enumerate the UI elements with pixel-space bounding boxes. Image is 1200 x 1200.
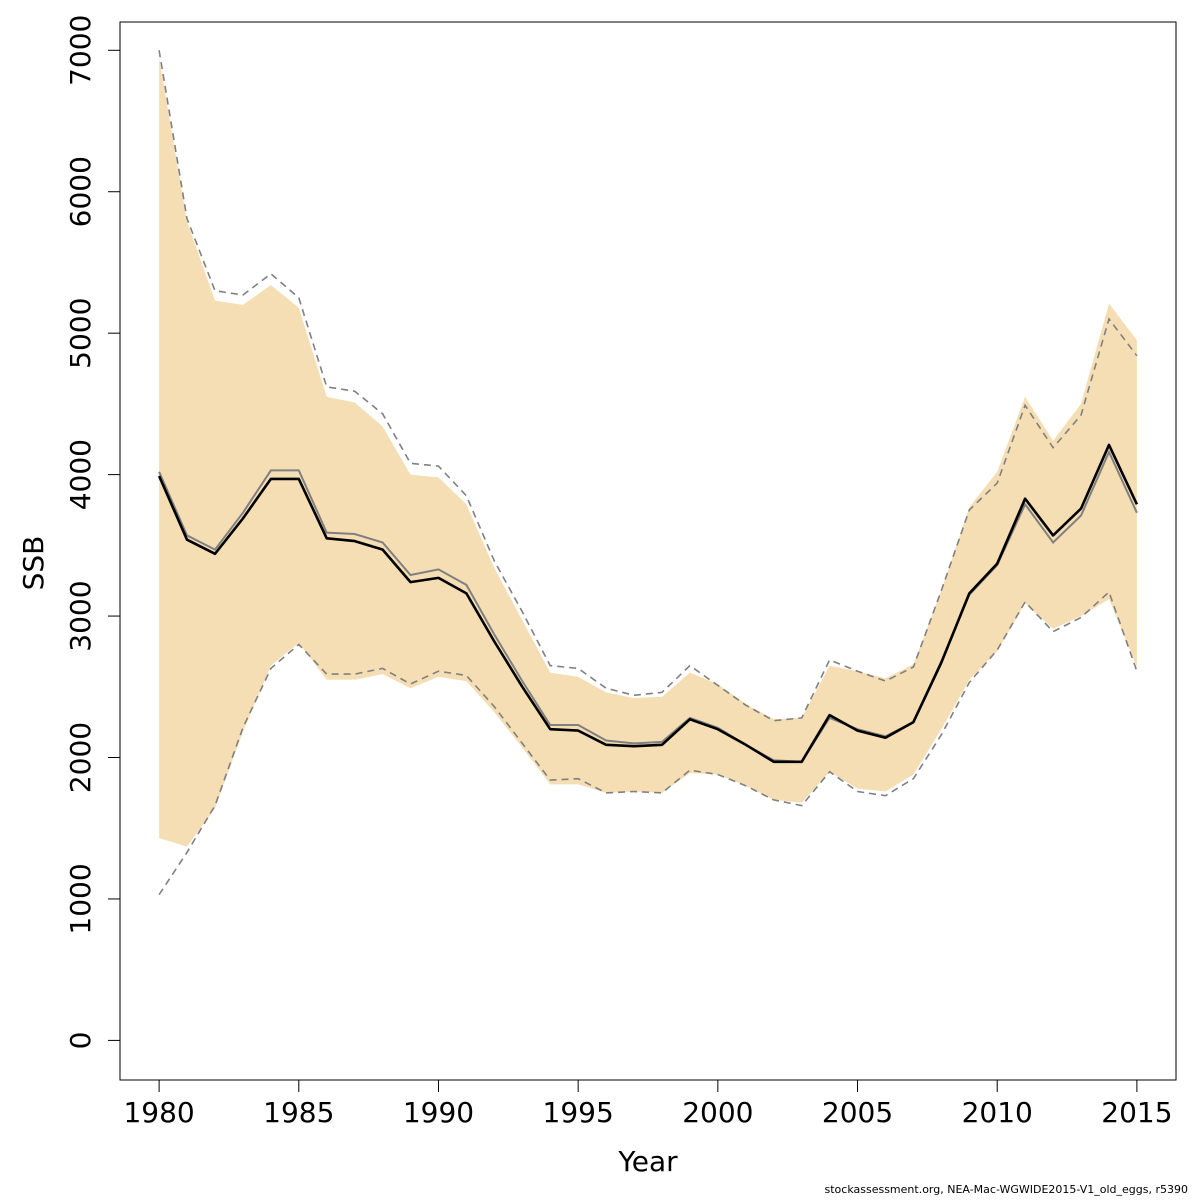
x-tick-label: 1990 bbox=[403, 1096, 474, 1129]
y-tick-label: 3000 bbox=[64, 580, 97, 651]
y-tick-label: 0 bbox=[64, 1031, 97, 1049]
x-tick-label: 2010 bbox=[962, 1096, 1033, 1129]
lower-dashed-line bbox=[158, 590, 1138, 896]
y-axis-label: SSB bbox=[17, 536, 50, 591]
upper-dashed-line bbox=[158, 50, 1138, 722]
x-axis: 1980 1985 1990 1995 2000 2005 2010 2015 bbox=[123, 1079, 1173, 1129]
y-tick-label: 4000 bbox=[64, 439, 97, 510]
x-axis-label: Year bbox=[617, 1145, 678, 1178]
estimate-line bbox=[157, 443, 1139, 764]
x-tick-label: 2005 bbox=[822, 1096, 893, 1129]
confidence-band bbox=[159, 57, 1137, 847]
y-tick-label: 1000 bbox=[64, 863, 97, 934]
x-tick-label: 1995 bbox=[543, 1096, 614, 1129]
x-tick-label: 2015 bbox=[1101, 1096, 1172, 1129]
y-tick-label: 7000 bbox=[64, 15, 97, 86]
plot-area bbox=[157, 50, 1139, 896]
y-tick-label: 2000 bbox=[64, 722, 97, 793]
y-tick-label: 6000 bbox=[64, 156, 97, 227]
footnote: stockassessment.org, NEA-Mac-WGWIDE2015-… bbox=[824, 1183, 1189, 1196]
x-tick-label: 1985 bbox=[263, 1096, 334, 1129]
y-tick-label: 5000 bbox=[64, 298, 97, 369]
x-tick-label: 2000 bbox=[682, 1096, 753, 1129]
x-tick-label: 1980 bbox=[123, 1096, 194, 1129]
y-axis: 0 1000 2000 3000 4000 5000 6000 7000 bbox=[64, 15, 121, 1049]
